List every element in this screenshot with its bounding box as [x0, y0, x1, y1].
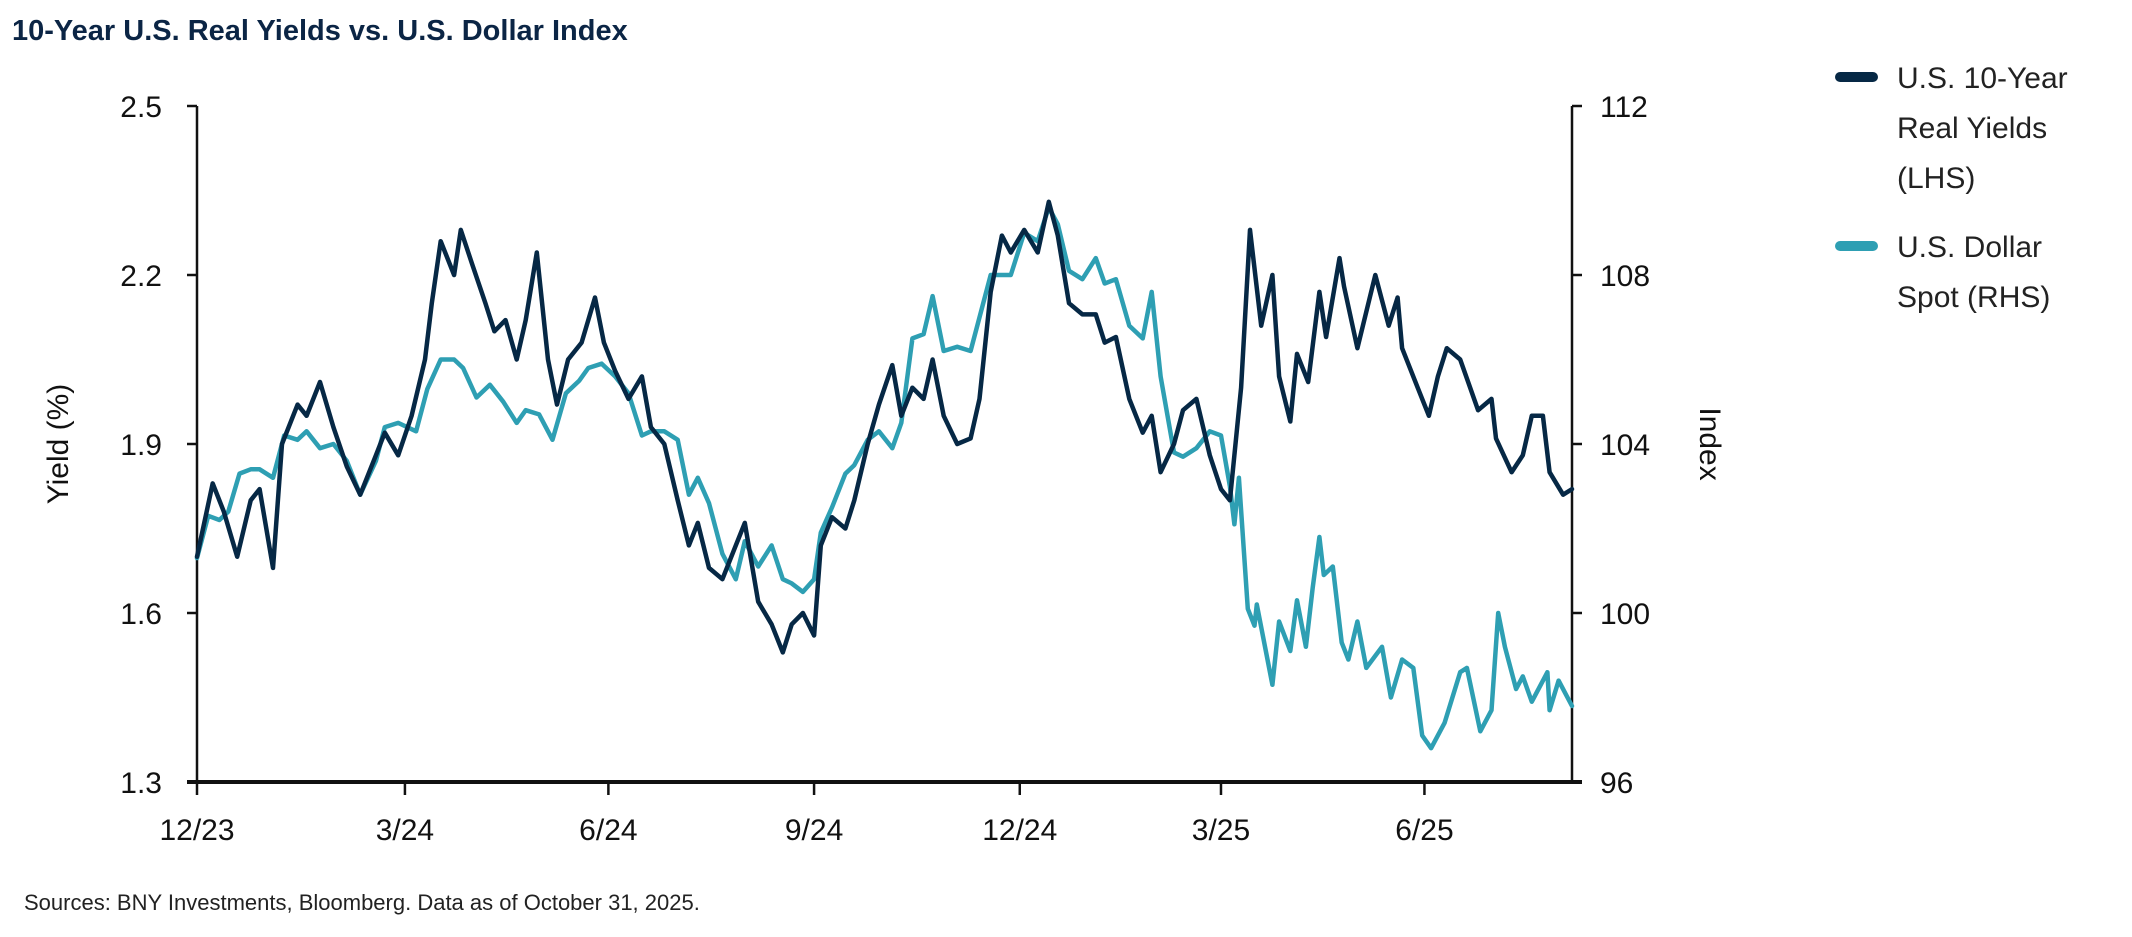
series-line-real-yields [194, 199, 1575, 655]
left-tick-label: 2.2 [120, 260, 162, 293]
x-tick-label: 6/25 [1395, 814, 1453, 847]
x-tick-label: 9/24 [785, 814, 843, 847]
left-y-ticks: 2.5 2.2 1.9 1.6 1.3 [120, 91, 197, 800]
legend-label-line: Real Yields [1897, 112, 2047, 145]
axes [187, 106, 1582, 784]
y2-axis-label: Index [1693, 407, 1726, 480]
x-tick-label: 12/23 [159, 814, 234, 847]
x-ticks: 12/23 3/24 6/24 9/24 12/24 3/25 6/25 [159, 782, 1454, 847]
x-tick-label: 12/24 [982, 814, 1057, 847]
x-tick-label: 3/24 [376, 814, 434, 847]
x-tick-label: 3/25 [1192, 814, 1250, 847]
legend-label-line: (LHS) [1897, 162, 1975, 195]
legend-label-line: Spot (RHS) [1897, 281, 2050, 314]
right-tick-label: 112 [1600, 91, 1648, 124]
left-tick-label: 1.9 [120, 429, 162, 462]
chart-title: 10-Year U.S. Real Yields vs. U.S. Dollar… [12, 15, 628, 47]
series-line-dollar-spot [194, 205, 1575, 751]
y-axis-label: Yield (%) [42, 384, 75, 505]
right-y-ticks: 112 108 104 100 96 [1572, 91, 1650, 800]
left-tick-label: 2.5 [120, 91, 162, 124]
legend-item-dollar-spot: U.S. Dollar Spot (RHS) [1835, 231, 2050, 314]
legend: U.S. 10-Year Real Yields (LHS) U.S. Doll… [1835, 62, 2068, 314]
right-tick-label: 104 [1600, 429, 1650, 462]
left-tick-label: 1.6 [120, 598, 162, 631]
plot-area [194, 199, 1575, 751]
x-tick-label: 6/24 [579, 814, 637, 847]
right-tick-label: 108 [1600, 260, 1650, 293]
legend-label-line: U.S. 10-Year [1897, 62, 2068, 95]
right-tick-label: 100 [1600, 598, 1650, 631]
left-tick-label: 1.3 [120, 767, 162, 800]
right-tick-label: 96 [1600, 767, 1633, 800]
source-note: Sources: BNY Investments, Bloomberg. Dat… [24, 890, 700, 915]
legend-item-real-yields: U.S. 10-Year Real Yields (LHS) [1835, 62, 2068, 195]
legend-label-line: U.S. Dollar [1897, 231, 2042, 264]
